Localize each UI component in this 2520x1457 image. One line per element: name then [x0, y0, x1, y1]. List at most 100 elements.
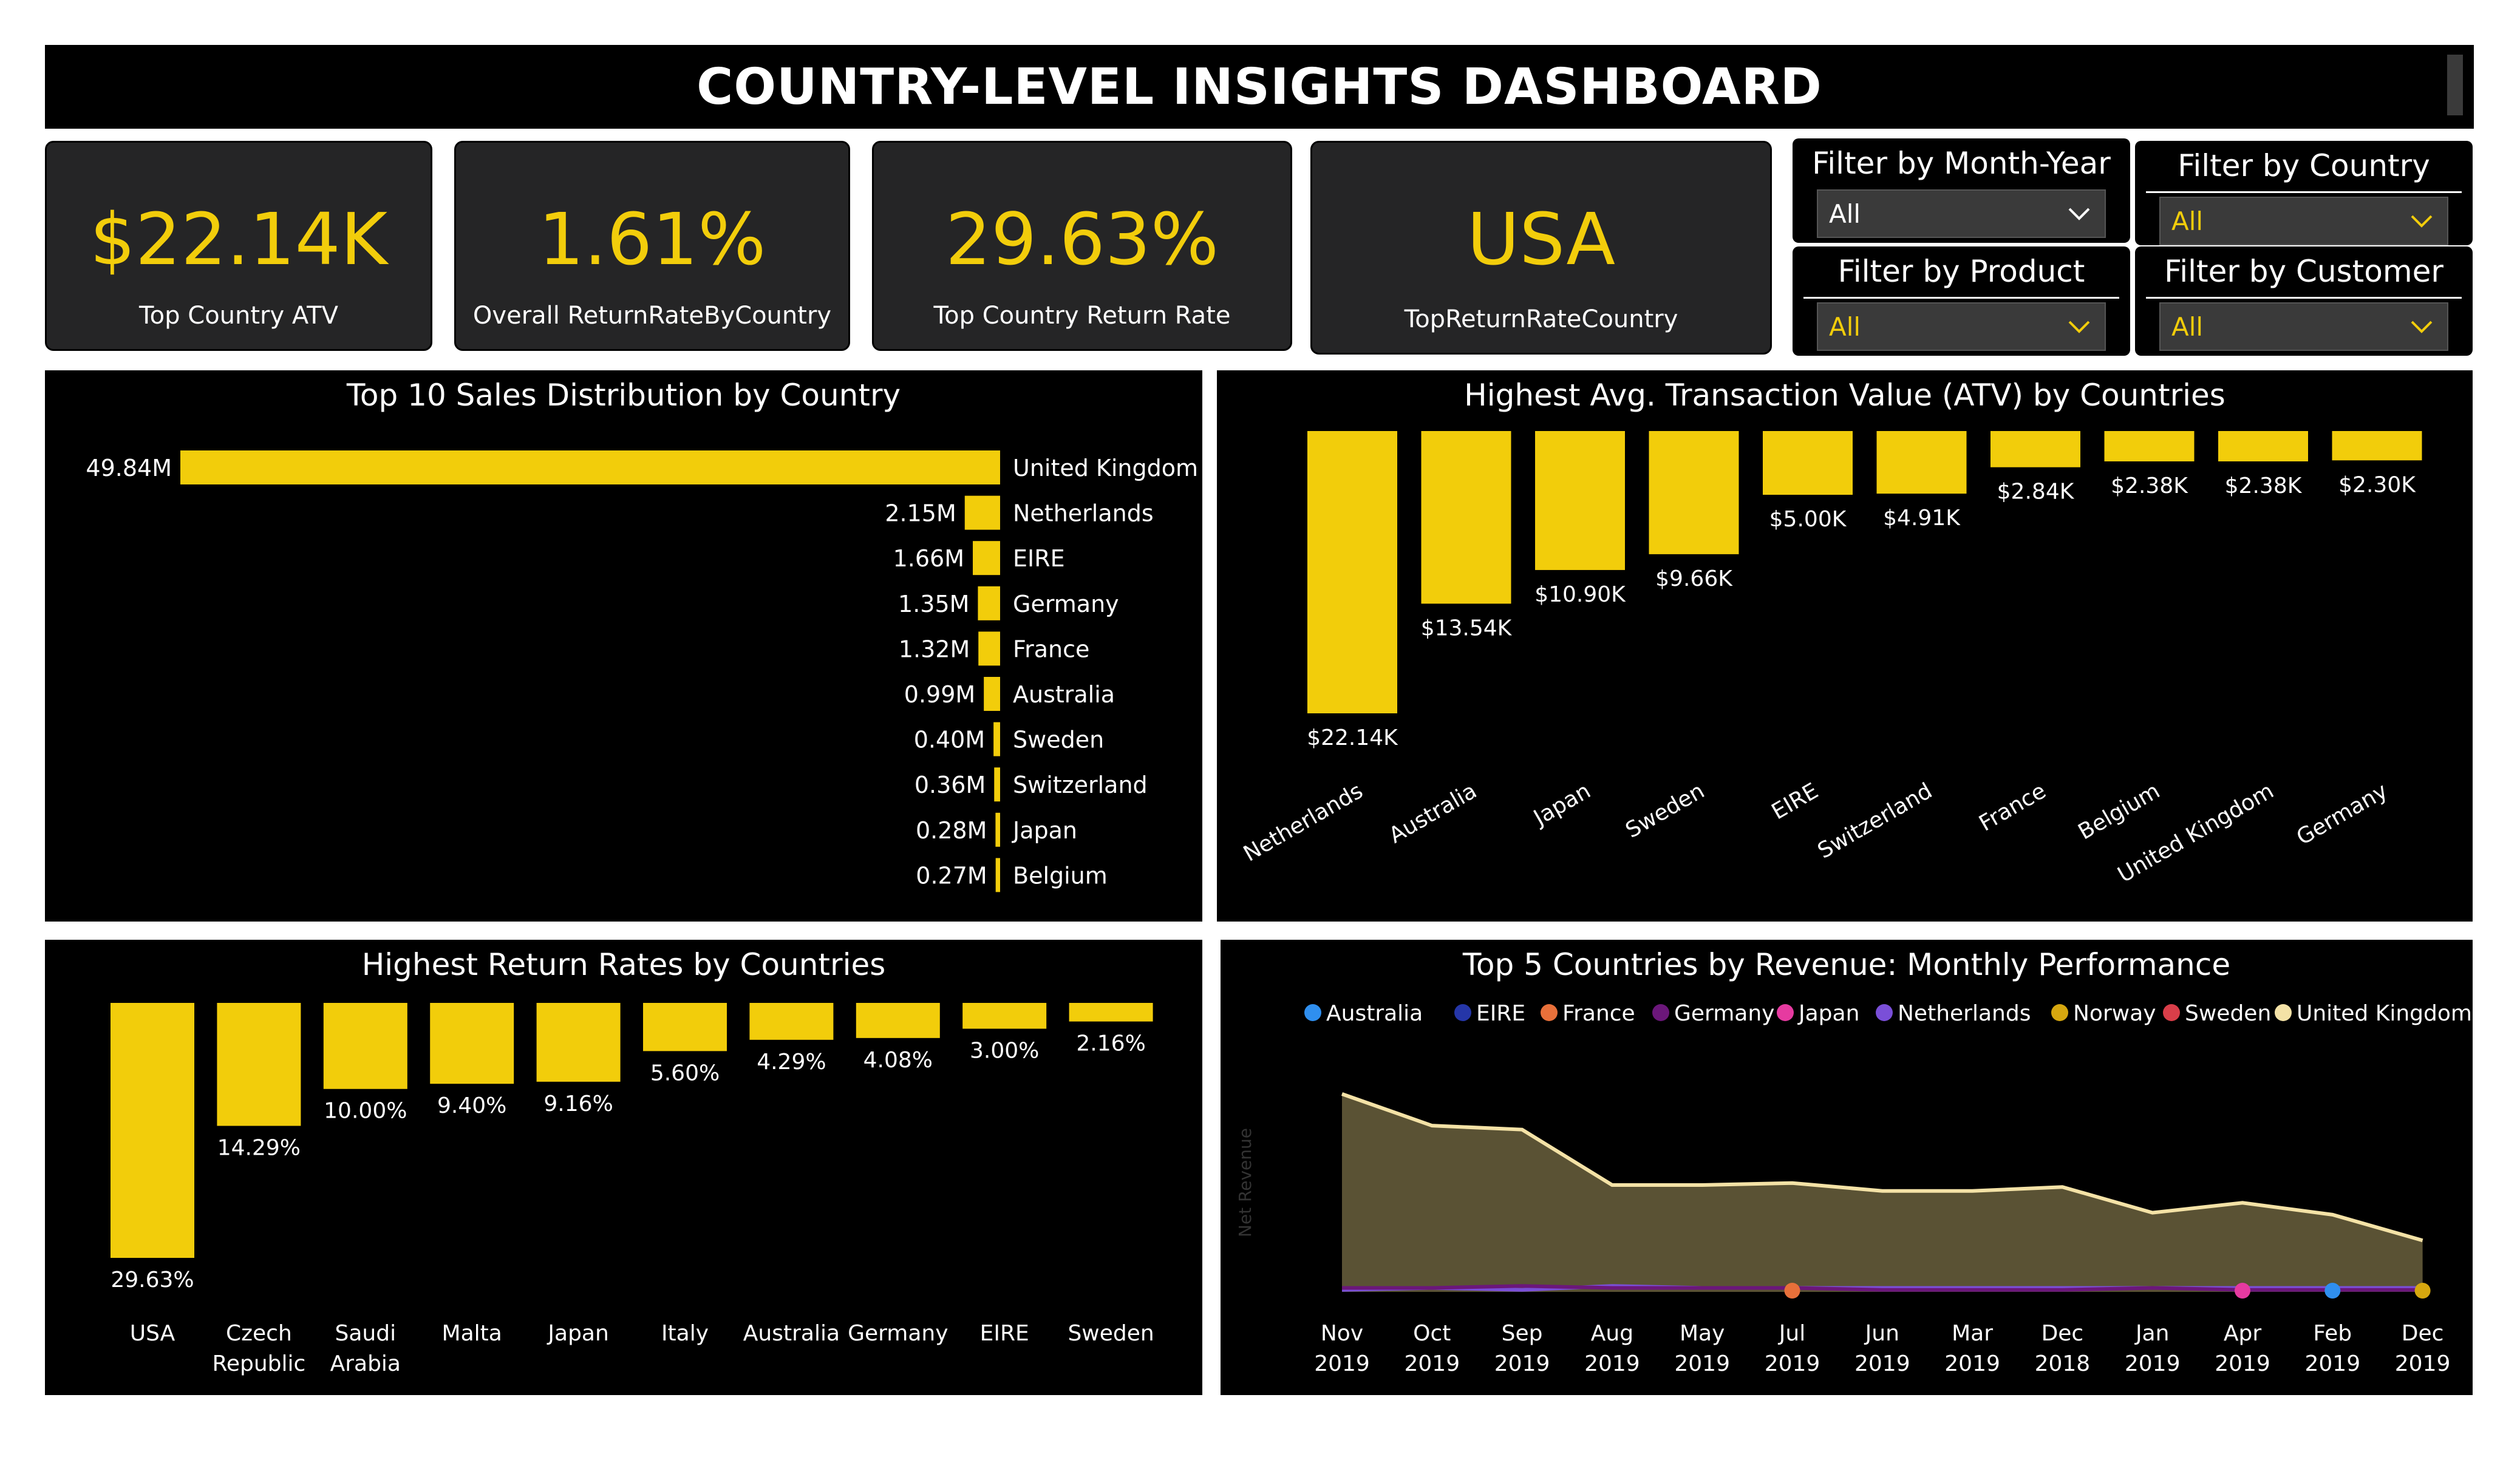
bar [1535, 431, 1625, 570]
category-label: Netherlands [1239, 778, 1367, 866]
title-bar: COUNTRY-LEVEL INSIGHTS DASHBOARD [45, 45, 2474, 129]
data-label: 1.32M [899, 636, 970, 662]
kpi-card-overall-return-rate: 1.61% Overall ReturnRateByCountry [454, 141, 850, 351]
x-tick-label: 2019 [2215, 1351, 2270, 1376]
kpi-value: 29.63% [945, 197, 1219, 281]
category-label: Belgium [2074, 778, 2164, 844]
kpi-value: 1.61% [538, 197, 766, 281]
bar [643, 1003, 727, 1051]
kpi-value: USA [1466, 197, 1616, 281]
bar [995, 812, 1000, 847]
category-label: Sweden [1068, 1321, 1154, 1346]
divider [2146, 297, 2462, 299]
data-label: $13.54K [1421, 616, 1513, 640]
bar [217, 1003, 301, 1126]
chevron-down-icon [2068, 321, 2090, 333]
bar [536, 1003, 621, 1082]
chevron-down-icon [2411, 321, 2433, 333]
x-tick-label: Sep [1502, 1321, 1543, 1346]
series-marker [2235, 1283, 2250, 1299]
legend-label: Australia [1326, 1001, 1423, 1026]
customer-dropdown[interactable]: All [2159, 302, 2448, 351]
data-label: 0.27M [916, 862, 987, 889]
bar [430, 1003, 514, 1084]
category-label: Czech [226, 1321, 292, 1346]
category-label: Belgium [1013, 862, 1108, 889]
atv-chart: $22.14K Netherlands $13.54K Australia $10.90… [1239, 431, 2422, 888]
x-tick-label: Nov [1321, 1321, 1363, 1346]
data-label: $2.38K [2111, 474, 2188, 498]
data-label: 2.15M [885, 500, 956, 527]
bar [993, 722, 1000, 756]
bar [1421, 431, 1511, 604]
legend-label: Netherlands [1898, 1001, 2031, 1026]
category-label: Sweden [1013, 727, 1104, 753]
sales-distribution-chart: 49.84M United Kingdom 2.15M Netherlands 1.66… [86, 450, 1198, 892]
legend-marker [1652, 1004, 1669, 1021]
x-tick-label: Aug [1591, 1321, 1633, 1346]
country-dropdown[interactable]: All [2159, 197, 2448, 245]
data-label: 3.00% [970, 1039, 1039, 1064]
bar [973, 541, 1000, 576]
series-marker [2324, 1283, 2341, 1299]
category-label: EIRE [1768, 778, 1823, 824]
filter-country: Filter by Country All [2135, 141, 2473, 245]
category-label: Germany [1013, 591, 1119, 617]
chart-title: Highest Return Rates by Countries [361, 947, 886, 982]
filter-label: Filter by Product [1837, 254, 2085, 289]
x-tick-label: 2019 [2304, 1351, 2360, 1376]
kpi-label: TopReturnRateCountry [1404, 305, 1678, 333]
return-rates-panel: Highest Return Rates by Countries 29.63%… [45, 940, 1202, 1395]
legend-marker [1541, 1004, 1558, 1021]
chevron-down-icon [2411, 215, 2433, 228]
filter-label: Filter by Country [2178, 148, 2430, 183]
bar [2104, 431, 2195, 461]
x-tick-label: 2019 [1404, 1351, 1460, 1376]
dropdown-value: All [2171, 312, 2204, 342]
chart-title: Top 5 Countries by Revenue: Monthly Perf… [1462, 947, 2231, 982]
bar [2218, 431, 2308, 461]
x-tick-label: 2019 [1314, 1351, 1370, 1376]
category-label: Japan [1528, 778, 1595, 831]
bar [978, 586, 1000, 620]
legend-marker [2163, 1004, 2180, 1021]
legend-label: Sweden [2185, 1001, 2271, 1026]
legend-marker [1876, 1004, 1893, 1021]
filter-customer: Filter by Customer All [2135, 246, 2473, 356]
x-tick-label: 2019 [1944, 1351, 2000, 1376]
scrollbar[interactable] [2447, 55, 2463, 115]
bar [1069, 1003, 1153, 1022]
divider [2146, 191, 2462, 193]
bar [2332, 431, 2422, 461]
bar [180, 450, 1000, 484]
data-label: 2.16% [1076, 1031, 1145, 1056]
bar [994, 767, 1000, 802]
data-label: 49.84M [86, 455, 172, 481]
x-tick-label: 2019 [2125, 1351, 2181, 1376]
kpi-label: Top Country ATV [139, 302, 338, 330]
data-label: 0.36M [914, 772, 986, 798]
legend-marker [2275, 1004, 2292, 1021]
data-label: $5.00K [1769, 507, 1847, 532]
category-label: Switzerland [1013, 772, 1148, 798]
legend-label: France [1562, 1001, 1635, 1026]
category-label: Germany [848, 1321, 948, 1346]
x-tick-label: Mar [1952, 1321, 1993, 1346]
category-label: Japan [547, 1321, 608, 1346]
category-label: Sweden [1621, 778, 1709, 843]
data-label: 1.66M [893, 545, 964, 572]
bar [856, 1003, 940, 1038]
category-label: Australia [1385, 778, 1481, 848]
bar [1763, 431, 1853, 495]
product-dropdown[interactable]: All [1817, 302, 2106, 351]
series-marker [2414, 1283, 2431, 1299]
y-axis-label: Net Revenue [1235, 1128, 1255, 1237]
legend-label: Japan [1797, 1001, 1859, 1026]
month-year-dropdown[interactable]: All [1817, 189, 2106, 238]
series-marker [1784, 1283, 1800, 1299]
data-label: 0.28M [916, 817, 987, 844]
data-label: $22.14K [1307, 725, 1398, 750]
category-label: Saudi [335, 1321, 397, 1346]
kpi-value: $22.14K [89, 197, 388, 281]
x-tick-label: Jan [2134, 1321, 2170, 1346]
